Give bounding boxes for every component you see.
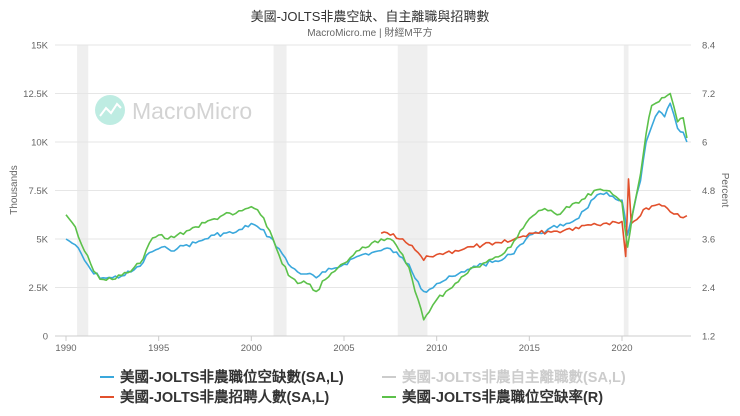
right-axis-title: Percent: [719, 173, 730, 208]
series-line: [380, 178, 688, 262]
left-axis-title: Thousands: [9, 165, 20, 214]
openings-swatch-icon: [100, 375, 114, 378]
macromicro-logo-icon: [95, 95, 125, 125]
legend-label: 美國-JOLTS非農職位空缺數(SA,L): [120, 370, 344, 386]
left-tick-label: 15K: [31, 41, 49, 52]
left-tick-label: 7.5K: [28, 186, 48, 197]
left-y-axis: 0 2.5K 5K 7.5K 10K 12.5K 15K: [23, 41, 48, 343]
right-tick-label: 1.2: [702, 332, 715, 343]
x-tick-label: 1995: [148, 343, 169, 354]
legend-label: 美國-JOLTS非農招聘人數(SA,L): [120, 390, 330, 406]
x-tick-label: 1990: [55, 343, 76, 354]
legend-label: 美國-JOLTS非農職位空缺率(R): [402, 390, 604, 406]
grid-lines: [55, 44, 691, 337]
x-tick-label: 2005: [333, 343, 354, 354]
right-tick-label: 2.4: [702, 283, 715, 294]
x-axis: 1990 1995 2000 2005 2010 2015 2020: [55, 336, 633, 354]
right-tick-label: 4.8: [702, 186, 715, 197]
left-tick-label: 5K: [36, 235, 48, 246]
series-line: [65, 92, 688, 321]
line-chart: MacroMicro 0 2.5K 5K 7.5K 10K 12.5K 15K 1.2 2.4…: [9, 41, 730, 355]
watermark: MacroMicro: [95, 95, 252, 125]
right-y-axis: 1.2 2.4 3.6 4.8 6 7.2 8.4: [702, 41, 715, 343]
x-tick-label: 2000: [241, 343, 262, 354]
legend-item-rate[interactable]: 美國-JOLTS非農職位空缺率(R): [382, 386, 603, 407]
right-tick-label: 7.2: [702, 89, 715, 100]
hires-swatch-icon: [100, 395, 114, 398]
chart-subtitle: MacroMicro.me | 財經M平方: [307, 28, 433, 39]
x-tick-label: 2010: [426, 343, 447, 354]
legend-item-quits[interactable]: 美國-JOLTS非農自主離職數(SA,L): [382, 366, 626, 387]
series-lines: [65, 92, 688, 321]
logo-chart-glyph: [99, 102, 122, 117]
right-tick-label: 8.4: [702, 41, 715, 52]
series-line: [65, 102, 688, 294]
left-tick-label: 12.5K: [23, 89, 48, 100]
left-tick-label: 0: [43, 332, 48, 343]
left-tick-label: 2.5K: [28, 283, 48, 294]
legend-label: 美國-JOLTS非農自主離職數(SA,L): [402, 370, 626, 386]
legend-item-hires[interactable]: 美國-JOLTS非農招聘人數(SA,L): [100, 386, 329, 407]
legend-item-openings[interactable]: 美國-JOLTS非農職位空缺數(SA,L): [100, 366, 344, 387]
x-tick-label: 2015: [519, 343, 540, 354]
watermark-text: MacroMicro: [132, 98, 252, 124]
quits-swatch-icon: [382, 375, 396, 378]
x-tick-label: 2020: [611, 343, 632, 354]
left-tick-label: 10K: [31, 138, 49, 149]
rate-swatch-icon: [382, 395, 396, 398]
right-tick-label: 6: [702, 138, 707, 149]
chart-title: 美國-JOLTS非農空缺、自主離職與招聘數: [250, 9, 490, 24]
right-tick-label: 3.6: [702, 235, 715, 246]
